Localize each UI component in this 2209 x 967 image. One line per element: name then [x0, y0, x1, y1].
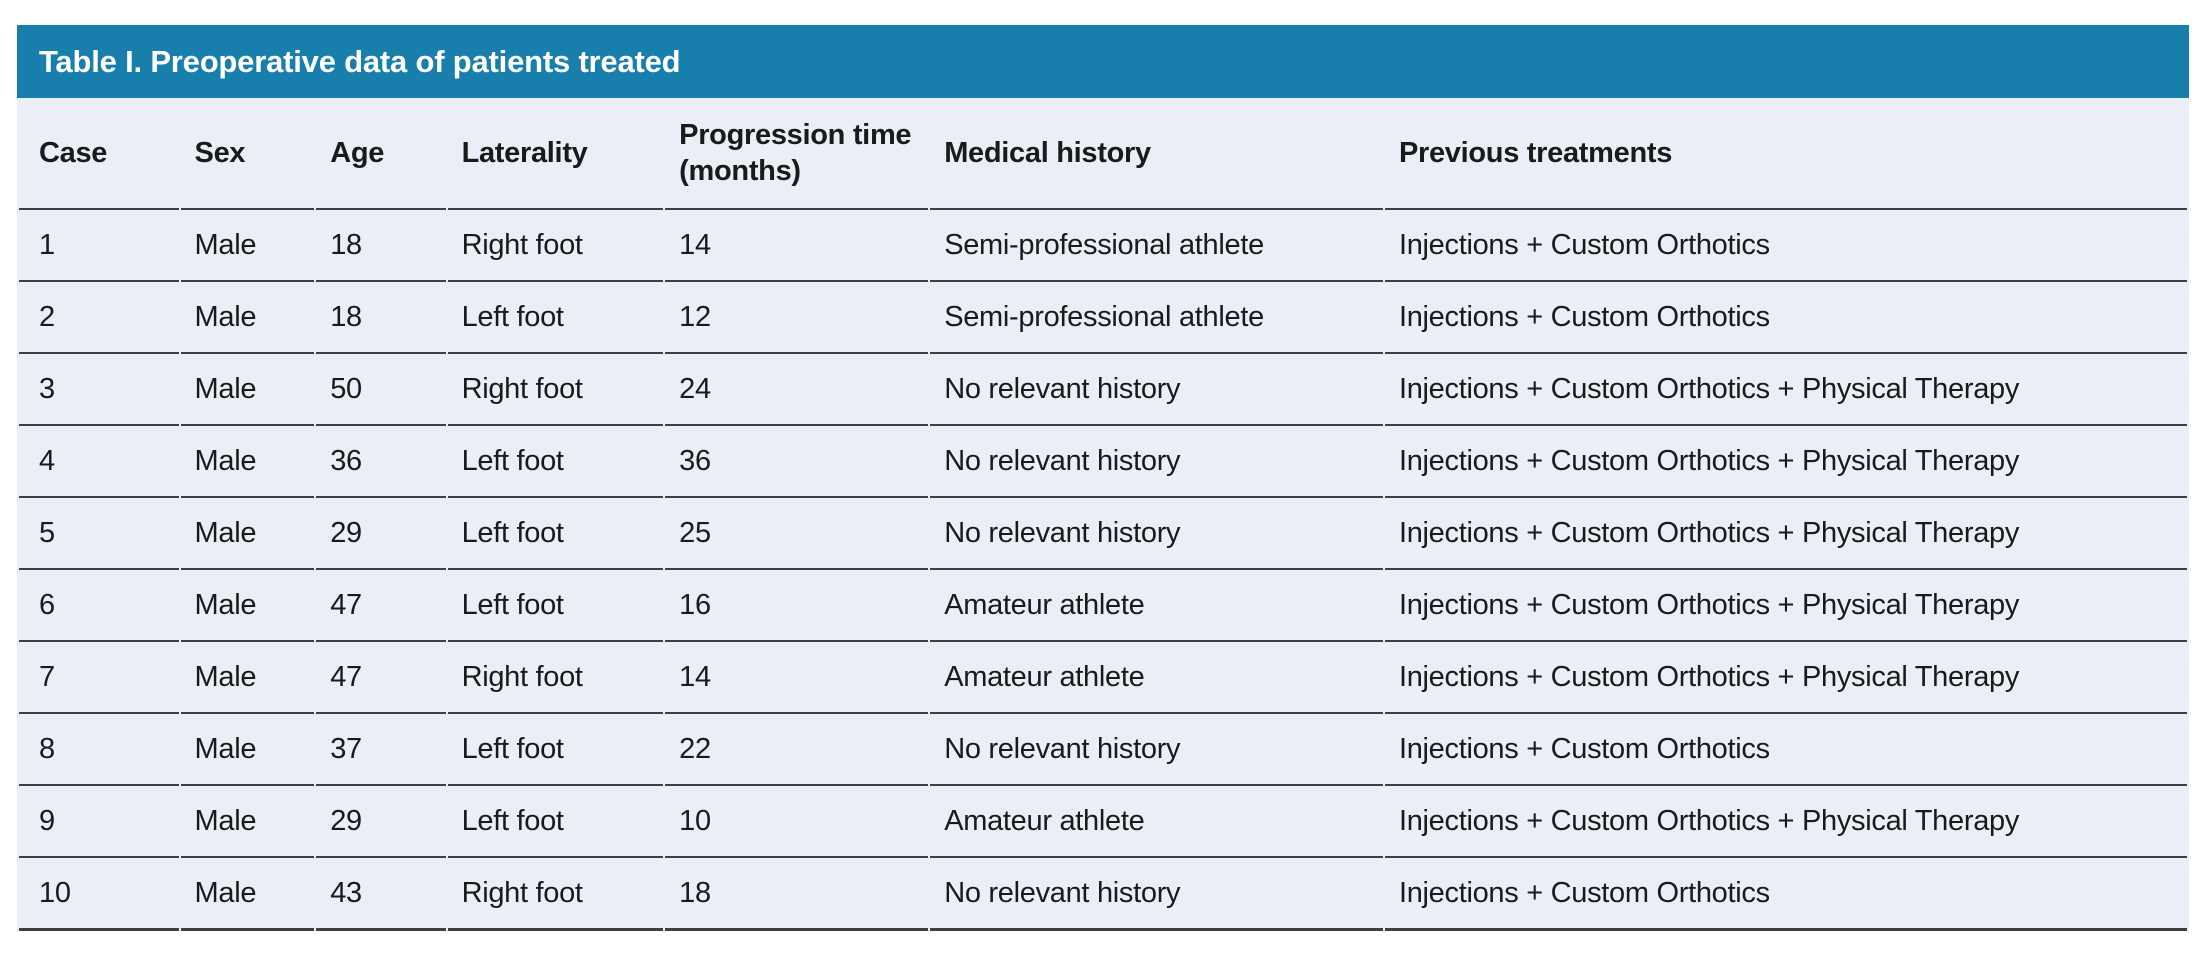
table-cell: 3 — [19, 354, 179, 426]
column-header-sex: Sex — [180, 98, 315, 210]
table-cell: 16 — [665, 570, 929, 642]
column-header-previous-treatments: Previous treatments — [1384, 98, 2187, 210]
table-title-bar: Table I. Preoperative data of patients t… — [17, 25, 2189, 98]
table-cell: 1 — [19, 210, 179, 282]
table-cell: No relevant history — [930, 426, 1383, 498]
table-cell: 18 — [665, 858, 929, 931]
table-cell: No relevant history — [930, 354, 1383, 426]
table-row: 7 Male 47 Right foot 14 Amateur athlete Inject… — [19, 642, 2187, 714]
table-cell: Right foot — [447, 642, 664, 714]
table-cell: Male — [180, 858, 315, 931]
table-cell: 4 — [19, 426, 179, 498]
table-cell: Male — [180, 786, 315, 858]
table-cell: Left foot — [447, 714, 664, 786]
table-cell: 10 — [665, 786, 929, 858]
table-title: Table I. Preoperative data of patients t… — [39, 43, 681, 79]
table-cell: Amateur athlete — [930, 786, 1383, 858]
table-cell: 7 — [19, 642, 179, 714]
column-header-progression-time: Progression time (months) — [665, 98, 929, 210]
table-cell: Injections + Custom Orthotics — [1384, 858, 2187, 931]
table-cell: Injections + Custom Orthotics — [1384, 714, 2187, 786]
table-cell: Male — [180, 210, 315, 282]
table-cell: Male — [180, 714, 315, 786]
table-row: 10 Male 43 Right foot 18 No relevant history I… — [19, 858, 2187, 931]
table-cell: Male — [180, 354, 315, 426]
table-row: 6 Male 47 Left foot 16 Amateur athlete Injecti… — [19, 570, 2187, 642]
table-cell: Left foot — [447, 426, 664, 498]
table-cell: Semi-professional athlete — [930, 210, 1383, 282]
preoperative-data-table: Case Sex Age Laterality Progression time… — [17, 98, 2189, 931]
table-cell: Left foot — [447, 570, 664, 642]
table-cell: 8 — [19, 714, 179, 786]
table-cell: 2 — [19, 282, 179, 354]
table-cell: Injections + Custom Orthotics + Physical… — [1384, 786, 2187, 858]
table-cell: 14 — [665, 642, 929, 714]
table-cell: 5 — [19, 498, 179, 570]
table-cell: Male — [180, 498, 315, 570]
table-cell: Injections + Custom Orthotics + Physical… — [1384, 570, 2187, 642]
table-row: 4 Male 36 Left foot 36 No relevant history Inj… — [19, 426, 2187, 498]
table-cell: 22 — [665, 714, 929, 786]
table-row: 1 Male 18 Right foot 14 Semi-professional ath… — [19, 210, 2187, 282]
table-cell: 18 — [316, 282, 446, 354]
table-cell: 24 — [665, 354, 929, 426]
table-cell: 10 — [19, 858, 179, 931]
table-cell: Right foot — [447, 858, 664, 931]
table-cell: Right foot — [447, 354, 664, 426]
header-row: Case Sex Age Laterality Progression time… — [19, 98, 2187, 210]
table-cell: 50 — [316, 354, 446, 426]
column-header-medical-history: Medical history — [930, 98, 1383, 210]
table-cell: Injections + Custom Orthotics + Physical… — [1384, 426, 2187, 498]
table-cell: Male — [180, 642, 315, 714]
column-header-case: Case — [19, 98, 179, 210]
table-cell: 37 — [316, 714, 446, 786]
table-row: 5 Male 29 Left foot 25 No relevant history Inj… — [19, 498, 2187, 570]
table-cell: 47 — [316, 642, 446, 714]
table-row: 8 Male 37 Left foot 22 No relevant history Inj… — [19, 714, 2187, 786]
table-cell: Left foot — [447, 786, 664, 858]
table-cell: 14 — [665, 210, 929, 282]
table-cell: Injections + Custom Orthotics — [1384, 282, 2187, 354]
column-header-laterality: Laterality — [447, 98, 664, 210]
table-cell: 25 — [665, 498, 929, 570]
table-cell: Injections + Custom Orthotics + Physical… — [1384, 642, 2187, 714]
table-cell: 29 — [316, 498, 446, 570]
table-cell: Left foot — [447, 498, 664, 570]
table-row: 2 Male 18 Left foot 12 Semi-professional athl… — [19, 282, 2187, 354]
table-cell: 43 — [316, 858, 446, 931]
table-cell: 9 — [19, 786, 179, 858]
table-card: Table I. Preoperative data of patients t… — [17, 25, 2189, 931]
table-cell: 47 — [316, 570, 446, 642]
table-cell: 12 — [665, 282, 929, 354]
table-cell: No relevant history — [930, 498, 1383, 570]
table-cell: Injections + Custom Orthotics — [1384, 210, 2187, 282]
table-cell: Injections + Custom Orthotics + Physical… — [1384, 498, 2187, 570]
table-cell: Injections + Custom Orthotics + Physical… — [1384, 354, 2187, 426]
table-cell: 36 — [665, 426, 929, 498]
table-cell: 29 — [316, 786, 446, 858]
table-body: 1 Male 18 Right foot 14 Semi-professional ath… — [19, 210, 2187, 931]
table-cell: Amateur athlete — [930, 570, 1383, 642]
table-cell: 36 — [316, 426, 446, 498]
table-row: 9 Male 29 Left foot 10 Amateur athlete Injecti… — [19, 786, 2187, 858]
table-cell: 18 — [316, 210, 446, 282]
table-cell: Amateur athlete — [930, 642, 1383, 714]
table-cell: No relevant history — [930, 714, 1383, 786]
table-cell: Male — [180, 282, 315, 354]
table-cell: Male — [180, 426, 315, 498]
table-cell: Left foot — [447, 282, 664, 354]
table-cell: Right foot — [447, 210, 664, 282]
table-cell: Semi-professional athlete — [930, 282, 1383, 354]
table-cell: 6 — [19, 570, 179, 642]
table-cell: Male — [180, 570, 315, 642]
column-header-age: Age — [316, 98, 446, 210]
table-row: 3 Male 50 Right foot 24 No relevant history In… — [19, 354, 2187, 426]
table-cell: No relevant history — [930, 858, 1383, 931]
